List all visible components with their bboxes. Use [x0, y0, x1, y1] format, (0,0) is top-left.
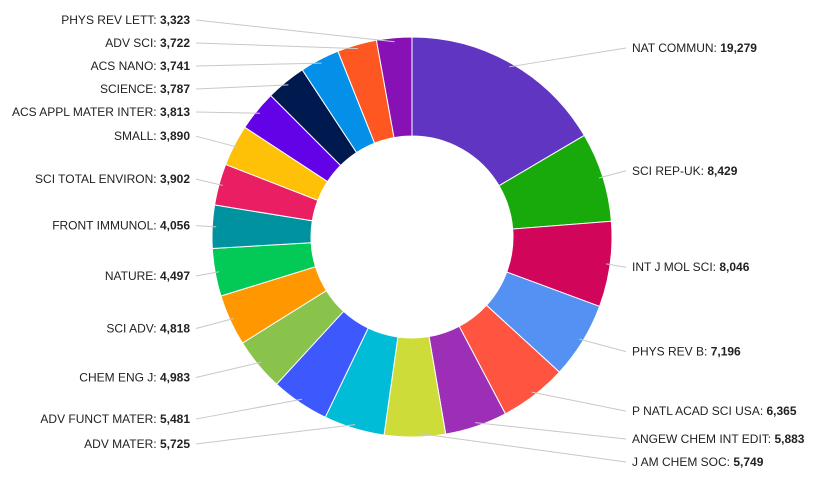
leader-adv-sci [195, 42, 359, 50]
label-acs-nano: ACS NANO: 3,741 [91, 59, 191, 73]
label-value: 3,741 [160, 59, 190, 73]
label-phys-rev-lett: PHYS REV LETT: 3,323 [61, 13, 190, 27]
label-front-immunol: FRONT IMMUNOL: 4,056 [52, 219, 190, 233]
label-chem-eng-j: CHEM ENG J: 4,983 [79, 371, 190, 385]
leader-j-am-chem-soc [414, 432, 627, 463]
label-p-natl-acad-sci-usa: P NATL ACAD SCI USA: 6,365 [632, 404, 797, 418]
label-int-j-mol-sci: INT J MOL SCI: 8,046 [632, 260, 750, 274]
label-name: ANGEW CHEM INT EDIT: [632, 432, 774, 446]
leader-science [195, 84, 289, 90]
label-name: ADV SCI: [105, 36, 160, 50]
label-value: 3,890 [160, 129, 190, 143]
label-phys-rev-b: PHYS REV B: 7,196 [632, 345, 741, 359]
label-name: NATURE: [105, 269, 160, 283]
label-name: SMALL: [114, 129, 160, 143]
leader-small [195, 135, 238, 148]
leader-adv-mater [195, 424, 356, 445]
leader-acs-nano [195, 62, 322, 67]
label-value: 4,497 [160, 269, 190, 283]
label-name: FRONT IMMUNOL: [52, 219, 160, 233]
label-value: 7,196 [711, 345, 741, 359]
label-name: PHYS REV B: [632, 345, 711, 359]
leader-lines [195, 19, 627, 463]
label-adv-sci: ADV SCI: 3,722 [105, 36, 190, 50]
label-value: 8,429 [707, 164, 737, 178]
label-name: P NATL ACAD SCI USA: [632, 404, 766, 418]
label-value: 3,323 [160, 13, 190, 27]
label-small: SMALL: 3,890 [114, 129, 190, 143]
label-adv-funct-mater: ADV FUNCT MATER: 5,481 [40, 412, 190, 426]
label-value: 5,749 [733, 455, 763, 469]
leader-front-immunol [195, 225, 217, 228]
leader-sci-total-environ [195, 178, 224, 186]
label-value: 3,787 [160, 82, 190, 96]
label-value: 4,983 [160, 371, 190, 385]
label-name: ADV FUNCT MATER: [40, 412, 160, 426]
leader-sci-rep-uk [598, 170, 627, 179]
label-name: J AM CHEM SOC: [632, 455, 733, 469]
label-value: 5,883 [774, 432, 804, 446]
label-name: ACS APPL MATER INTER: [12, 105, 160, 119]
label-adv-mater: ADV MATER: 5,725 [84, 437, 190, 451]
label-nat-commun: NAT COMMUN: 19,279 [632, 41, 757, 55]
label-value: 6,365 [766, 404, 796, 418]
label-name: PHYS REV LETT: [61, 13, 160, 27]
label-value: 4,818 [160, 322, 190, 336]
slice-nat-commun[interactable] [411, 36, 585, 187]
leader-p-natl-acad-sci-usa [531, 391, 627, 412]
leader-phys-rev-b [579, 338, 627, 353]
leader-phys-rev-lett [195, 19, 395, 43]
leader-chem-eng-j [195, 361, 262, 379]
label-angew-chem-int-edit: ANGEW CHEM INT EDIT: 5,883 [632, 432, 805, 446]
label-acs-appl-mater-inter: ACS APPL MATER INTER: 3,813 [12, 105, 190, 119]
label-value: 19,279 [720, 41, 757, 55]
leader-nature [195, 271, 220, 277]
leader-nat-commun [509, 47, 627, 68]
leader-sci-adv [195, 318, 234, 330]
label-sci-total-environ: SCI TOTAL ENVIRON: 3,902 [35, 172, 190, 186]
label-value: 5,481 [160, 412, 190, 426]
label-name: SCI TOTAL ENVIRON: [35, 172, 160, 186]
label-value: 5,725 [160, 437, 190, 451]
donut-slices [211, 36, 613, 438]
label-name: INT J MOL SCI: [632, 260, 719, 274]
label-nature: NATURE: 4,497 [105, 269, 190, 283]
label-value: 3,902 [160, 172, 190, 186]
label-value: 4,056 [160, 219, 190, 233]
label-name: SCIENCE: [100, 82, 160, 96]
label-name: CHEM ENG J: [79, 371, 160, 385]
label-value: 8,046 [719, 260, 749, 274]
label-name: SCI ADV: [106, 322, 160, 336]
leader-acs-appl-mater-inter [195, 111, 261, 114]
label-value: 3,722 [160, 36, 190, 50]
label-name: ACS NANO: [91, 59, 160, 73]
label-name: NAT COMMUN: [632, 41, 720, 55]
label-science: SCIENCE: 3,787 [100, 82, 190, 96]
label-j-am-chem-soc: J AM CHEM SOC: 5,749 [632, 455, 764, 469]
label-sci-rep-uk: SCI REP-UK: 8,429 [632, 164, 738, 178]
label-value: 3,813 [160, 105, 190, 119]
label-name: SCI REP-UK: [632, 164, 707, 178]
slice-labels: NAT COMMUN: 19,279 SCI REP-UK: 8,429 INT J… [12, 13, 805, 469]
slice-phys-rev-lett[interactable] [375, 36, 413, 139]
label-name: ADV MATER: [84, 437, 160, 451]
leader-adv-funct-mater [195, 398, 303, 420]
label-sci-adv: SCI ADV: 4,818 [106, 322, 190, 336]
leader-int-j-mol-sci [606, 263, 627, 268]
leader-angew-chem-int-edit [475, 422, 627, 440]
